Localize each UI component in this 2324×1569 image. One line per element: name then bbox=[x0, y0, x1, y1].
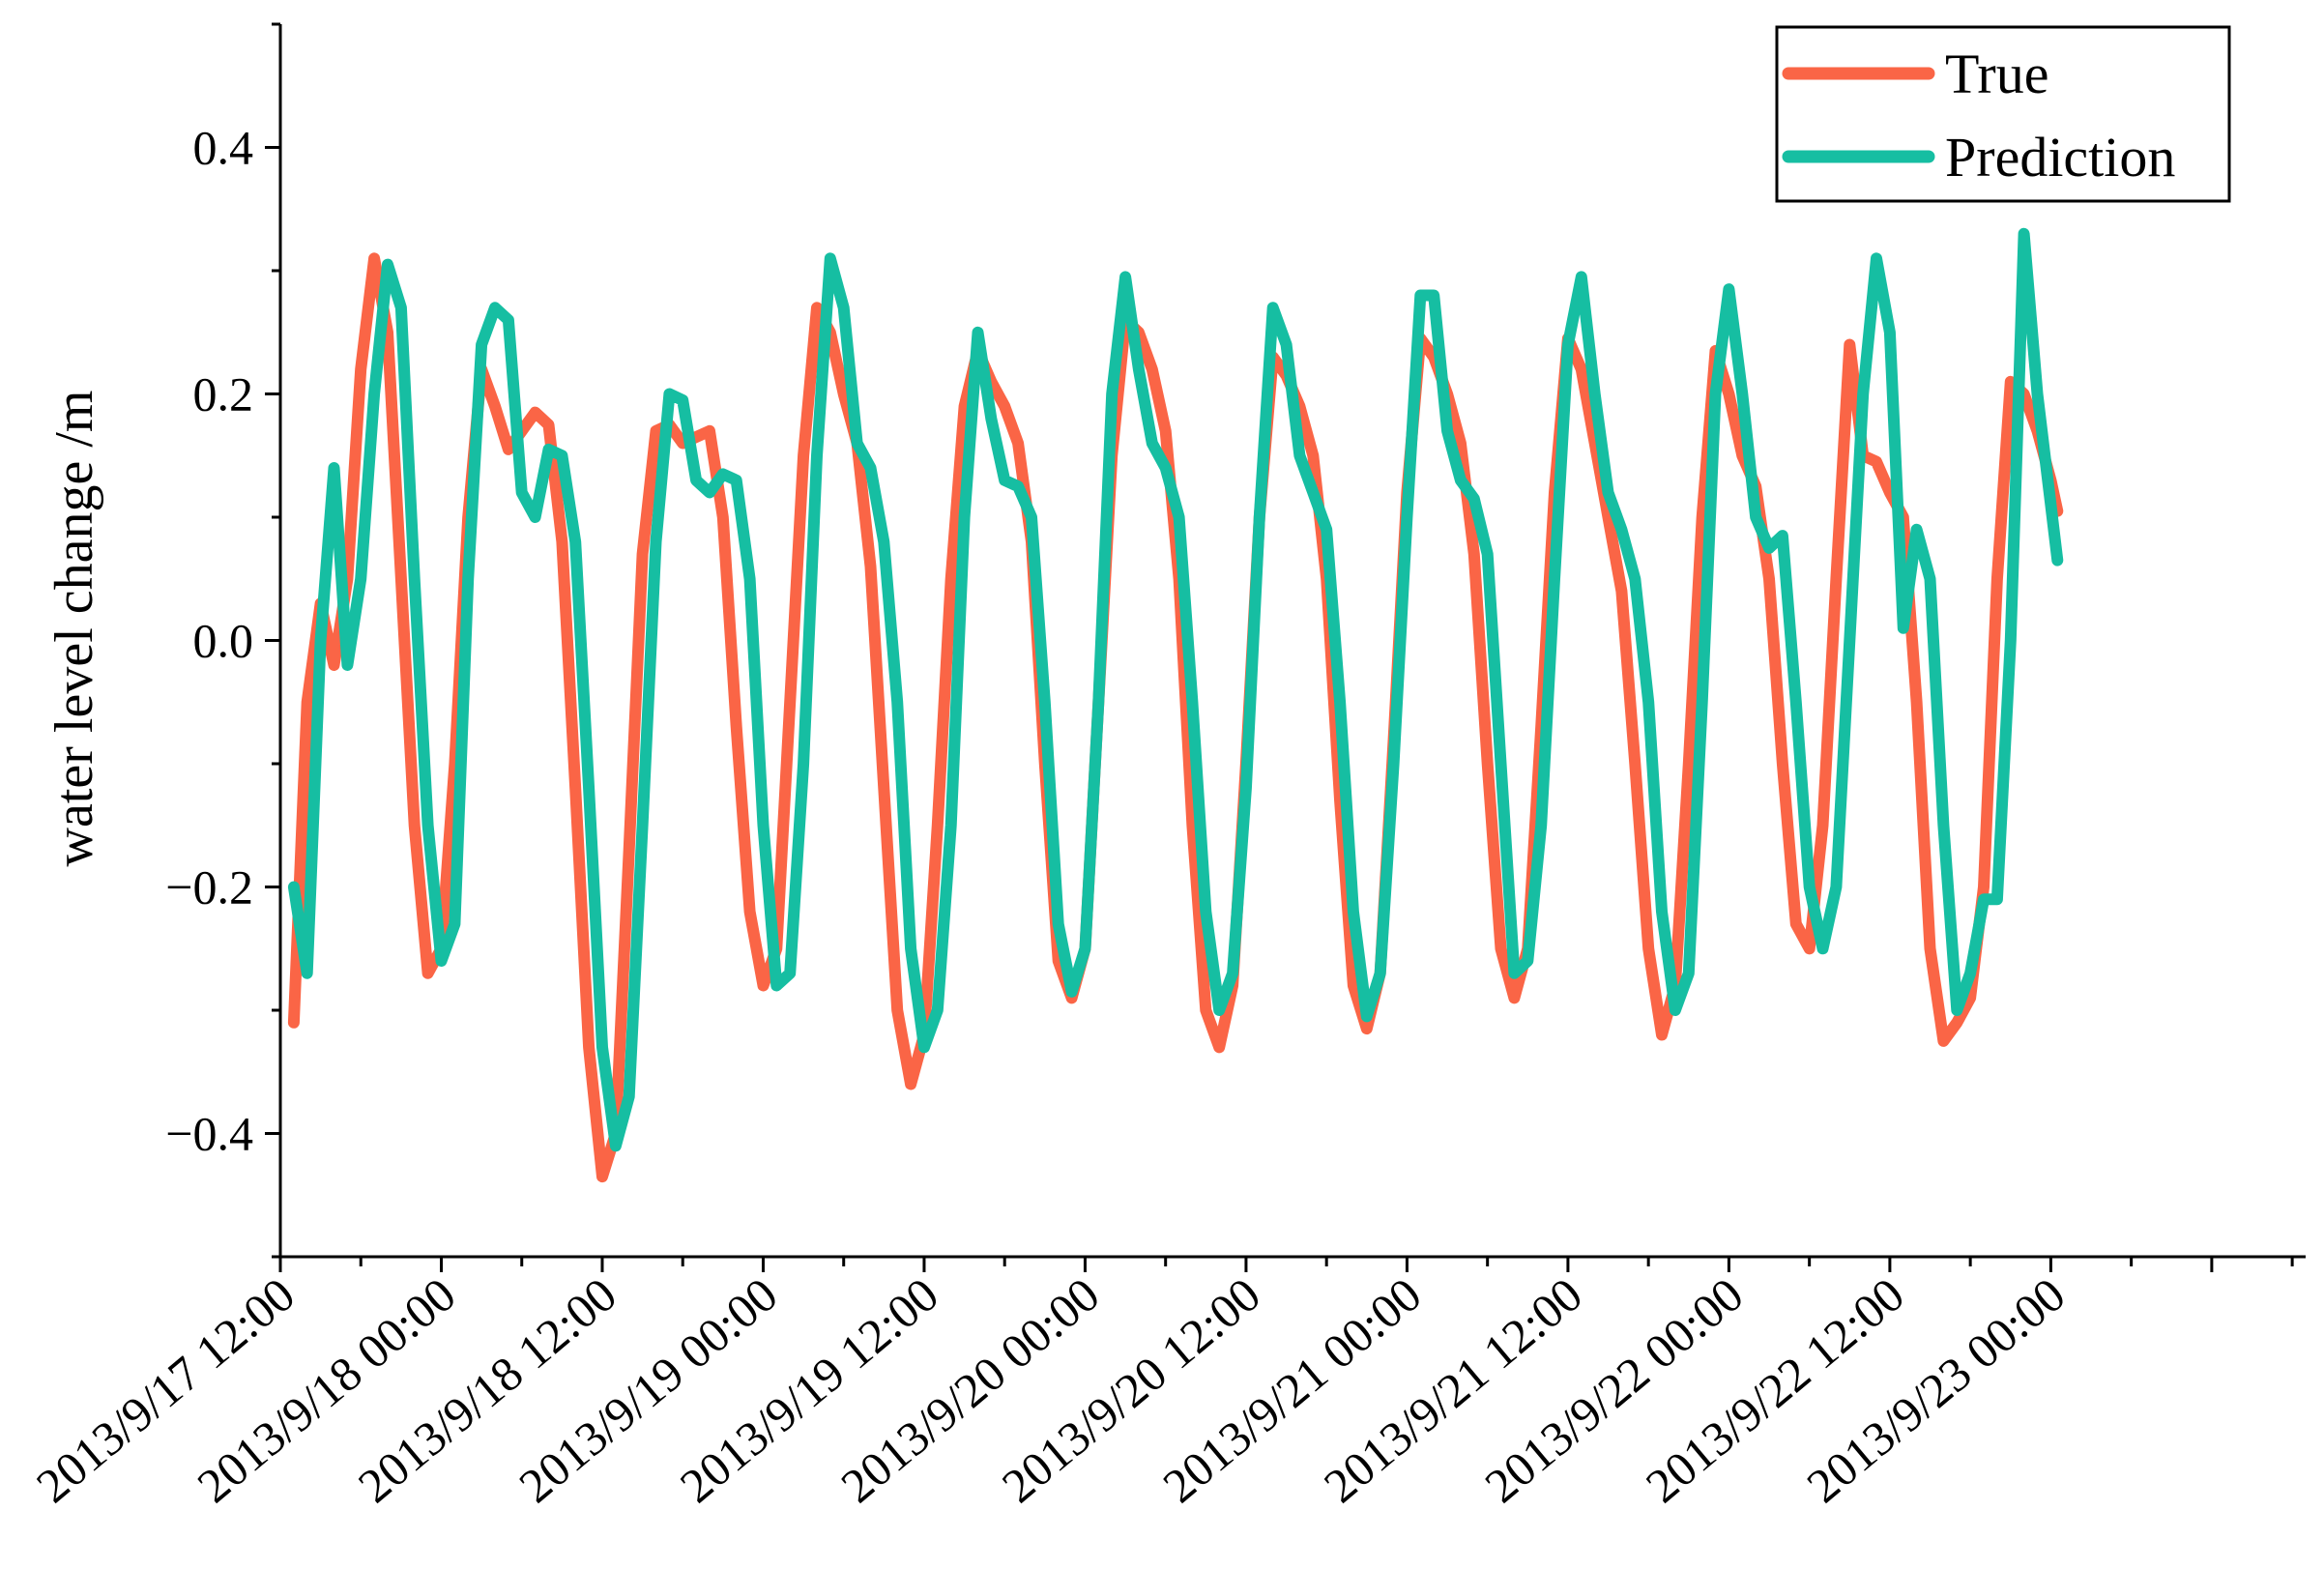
y-axis-title: water level change /m bbox=[44, 391, 104, 867]
y-axis-ticks: −0.4 −0.2 0.0 0.2 0.4 bbox=[165, 22, 280, 1259]
y-tick-label: 0.0 bbox=[193, 614, 254, 668]
y-tick-label: −0.4 bbox=[165, 1107, 253, 1161]
legend-label-true: True bbox=[1945, 43, 2048, 105]
y-tick-label: 0.2 bbox=[193, 367, 254, 421]
series-line-prediction bbox=[287, 227, 2064, 1152]
legend: True Prediction bbox=[1775, 25, 2231, 203]
y-tick-label: −0.2 bbox=[165, 860, 253, 915]
legend-box bbox=[1775, 25, 2231, 203]
legend-label-prediction: Prediction bbox=[1945, 126, 2175, 189]
plot-area bbox=[287, 227, 2064, 1183]
y-tick-label: 0.4 bbox=[193, 121, 254, 175]
